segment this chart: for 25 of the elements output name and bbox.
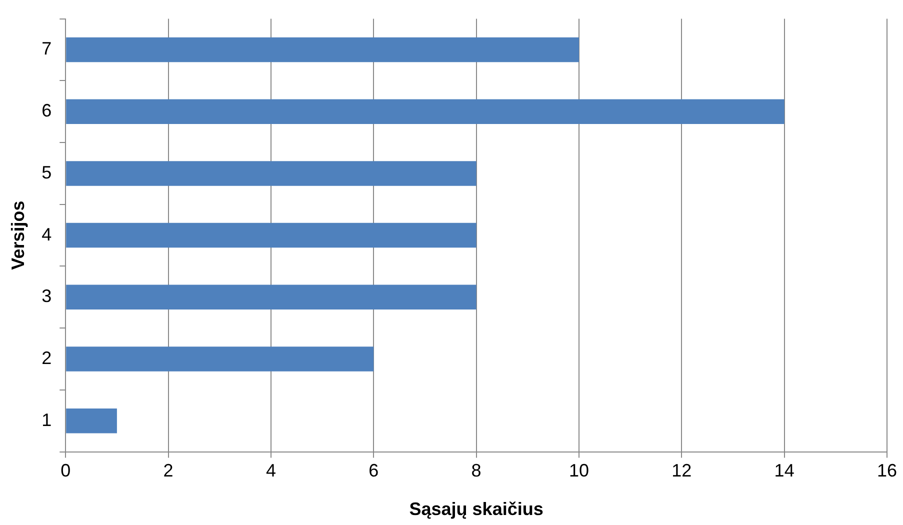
bar [66, 222, 476, 248]
x-tick-label: 6 [368, 460, 379, 481]
x-tick-label: 10 [568, 460, 589, 481]
bar [66, 346, 374, 372]
bar [66, 408, 117, 434]
x-tick-label: 12 [672, 460, 692, 481]
y-tick-label: 5 [42, 162, 52, 182]
bar [66, 37, 579, 62]
bar [66, 284, 476, 310]
x-tick-label: 2 [163, 460, 174, 481]
x-tick-label: 0 [60, 460, 71, 481]
y-tick-label: 3 [42, 286, 52, 306]
bar [66, 161, 476, 186]
x-tick-label: 14 [774, 460, 794, 481]
y-axis-title: Versijos [8, 200, 28, 270]
y-tick-label: 7 [42, 38, 52, 59]
x-tick-label: 4 [266, 460, 276, 481]
x-tick-label: 8 [471, 460, 482, 481]
bar [66, 99, 784, 124]
y-tick-label: 4 [42, 224, 52, 244]
y-tick-label: 1 [42, 410, 52, 430]
y-tick-label: 6 [42, 100, 52, 121]
x-axis-title: Sąsajų skaičius [409, 499, 544, 520]
y-tick-label: 2 [42, 348, 52, 368]
x-tick-label: 16 [876, 460, 898, 481]
